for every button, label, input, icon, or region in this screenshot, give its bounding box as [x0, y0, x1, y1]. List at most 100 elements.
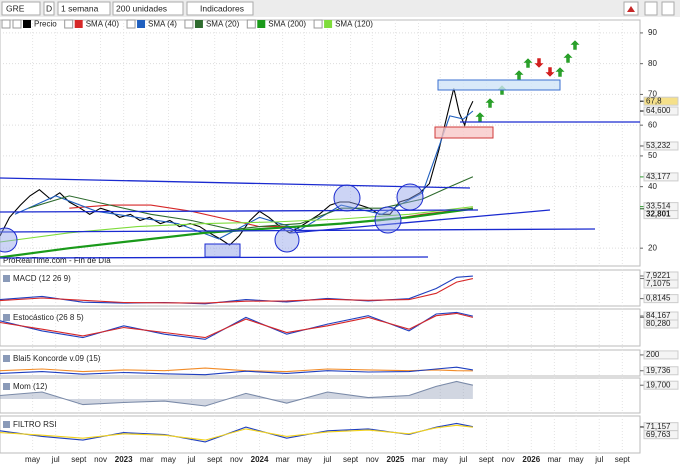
watermark: ProRealTime.com - Fin de Día: [3, 256, 111, 265]
x-tick-label: may: [161, 455, 176, 464]
series-line: [0, 278, 474, 304]
value-label-box: [643, 210, 679, 220]
panel-frame: [0, 377, 641, 414]
symbol-box[interactable]: [1, 1, 41, 16]
icon-button[interactable]: [661, 1, 675, 16]
value-label-box: [643, 172, 679, 182]
stop-box[interactable]: [434, 126, 494, 139]
x-tick-label: mar: [276, 455, 290, 464]
arrow-up[interactable]: [484, 97, 496, 109]
trend-line[interactable]: [0, 177, 471, 189]
legend-checkbox[interactable]: [184, 19, 194, 29]
legend-label: Precio: [34, 20, 57, 29]
arrow-up[interactable]: [562, 52, 574, 64]
y-tick-label: 40: [648, 182, 657, 191]
value-label-box: [643, 350, 679, 360]
trend-line[interactable]: [0, 209, 479, 213]
legend-swatch: [137, 20, 146, 28]
x-tick-label: sept: [207, 455, 223, 464]
indicator-title: Estocástico (26 8 5): [13, 313, 84, 322]
toolbar: GRE D 1 semana 200 unidades Indicadores: [0, 0, 680, 17]
arrow-up[interactable]: [522, 57, 534, 69]
legend-swatch: [257, 20, 266, 28]
value-label: 7,1075: [646, 279, 671, 288]
trend-line[interactable]: [0, 228, 596, 233]
period-box[interactable]: [57, 1, 111, 16]
legend-label: SMA (40): [86, 20, 120, 29]
indicator-title: MACD (12 26 9): [13, 274, 71, 283]
value-label: 200: [646, 350, 660, 359]
x-tick-label: mar: [548, 455, 562, 464]
indicators-box[interactable]: [186, 1, 254, 16]
series-line: [0, 366, 473, 376]
area-fill: [0, 381, 473, 406]
y-tick-label: 50: [648, 151, 657, 160]
x-tick-label: mar: [140, 455, 154, 464]
mode-box[interactable]: [43, 1, 55, 16]
highlight-circle[interactable]: [333, 184, 361, 212]
x-tick-label: jul: [458, 455, 467, 464]
x-tick-label: jul: [187, 455, 196, 464]
x-tick-label: nov: [94, 455, 107, 464]
value-label: 64,600: [646, 106, 671, 115]
x-tick-label: sept: [479, 455, 495, 464]
x-tick-label: sept: [71, 455, 87, 464]
x-tick-label: sept: [615, 455, 631, 464]
highlight-box[interactable]: [204, 243, 241, 258]
arrow-down[interactable]: [544, 66, 556, 78]
icon-button[interactable]: [644, 1, 658, 16]
indicators[interactable]: Indicadores: [200, 3, 244, 13]
x-tick-label: nov: [366, 455, 379, 464]
y-tick-label: 80: [648, 59, 657, 68]
x-tick-label: sept: [343, 455, 359, 464]
value-label: 84,167: [646, 311, 671, 320]
legend-swatch: [194, 20, 203, 28]
mode[interactable]: D: [46, 3, 52, 13]
highlight-circle[interactable]: [396, 183, 424, 211]
period[interactable]: 1 semana: [61, 3, 99, 13]
target-box[interactable]: [437, 79, 561, 91]
arrow-down[interactable]: [533, 57, 545, 69]
symbol[interactable]: GRE: [6, 3, 25, 13]
value-label: 80,280: [646, 319, 671, 328]
series-line: [0, 380, 474, 407]
value-label: 67,8: [646, 96, 662, 105]
x-tick-label: 2025: [387, 455, 405, 464]
trend-line[interactable]: [289, 209, 551, 234]
arrow-up[interactable]: [569, 39, 581, 51]
y-tick-label: 20: [648, 243, 657, 252]
y-tick-label: 60: [648, 120, 657, 129]
value-label-box: [643, 279, 679, 289]
highlight-circle[interactable]: [0, 227, 18, 253]
panel-frame: [0, 349, 641, 377]
x-tick-label: jul: [594, 455, 603, 464]
units-box[interactable]: [112, 1, 184, 16]
highlight-circle[interactable]: [274, 227, 300, 253]
series-line: [0, 424, 473, 441]
legend-label: SMA (4): [148, 20, 177, 29]
units[interactable]: 200 unidades: [116, 3, 167, 13]
value-label-box: [643, 380, 679, 390]
value-label: 53,232: [646, 141, 671, 150]
legend-checkbox[interactable]: [313, 19, 323, 29]
x-tick-label: 2024: [251, 455, 269, 464]
legend-checkbox[interactable]: [12, 19, 22, 29]
arrow-up[interactable]: [554, 66, 566, 78]
legend-icon: [1, 19, 11, 29]
legend-checkbox[interactable]: [126, 19, 136, 29]
x-tick-label: may: [569, 455, 584, 464]
x-tick-label: nov: [502, 455, 515, 464]
legend-checkbox[interactable]: [246, 19, 256, 29]
value-label-box: [643, 294, 679, 304]
x-tick-label: may: [433, 455, 448, 464]
x-tick-label: 2026: [522, 455, 540, 464]
legend-checkbox[interactable]: [64, 19, 74, 29]
indicator-icon: [3, 275, 10, 282]
x-tick-label: nov: [230, 455, 243, 464]
highlight-circle[interactable]: [374, 206, 402, 234]
legend-swatch: [74, 20, 83, 28]
value-label-box: [643, 366, 679, 376]
drawings: [0, 79, 640, 259]
value-label: 19,700: [646, 380, 671, 389]
